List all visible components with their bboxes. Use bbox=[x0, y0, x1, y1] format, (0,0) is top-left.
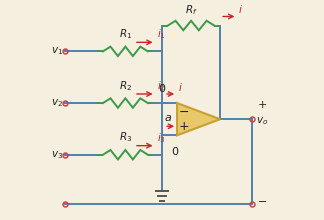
Text: $0$: $0$ bbox=[158, 82, 166, 94]
Text: $R_2$: $R_2$ bbox=[119, 79, 132, 93]
Text: $R_f$: $R_f$ bbox=[185, 4, 197, 17]
Text: $0$: $0$ bbox=[171, 145, 179, 157]
Text: $+$: $+$ bbox=[178, 120, 189, 133]
Text: $v_2$: $v_2$ bbox=[51, 97, 63, 109]
Text: $i$: $i$ bbox=[178, 81, 183, 93]
Text: $i_3$: $i_3$ bbox=[156, 131, 166, 145]
Polygon shape bbox=[177, 103, 220, 135]
Text: $R_3$: $R_3$ bbox=[119, 131, 132, 144]
Text: $i_1$: $i_1$ bbox=[156, 28, 166, 41]
Text: $-$: $-$ bbox=[178, 105, 189, 118]
Text: $i_2$: $i_2$ bbox=[156, 79, 165, 93]
Text: $v_o$: $v_o$ bbox=[256, 116, 268, 127]
Text: $-$: $-$ bbox=[257, 195, 267, 205]
Text: $a$: $a$ bbox=[164, 113, 172, 123]
Text: $v_1$: $v_1$ bbox=[51, 46, 63, 57]
Text: $i$: $i$ bbox=[238, 3, 243, 15]
Text: $+$: $+$ bbox=[257, 99, 267, 110]
Text: $v_3$: $v_3$ bbox=[51, 149, 63, 161]
Text: $R_1$: $R_1$ bbox=[119, 27, 132, 41]
